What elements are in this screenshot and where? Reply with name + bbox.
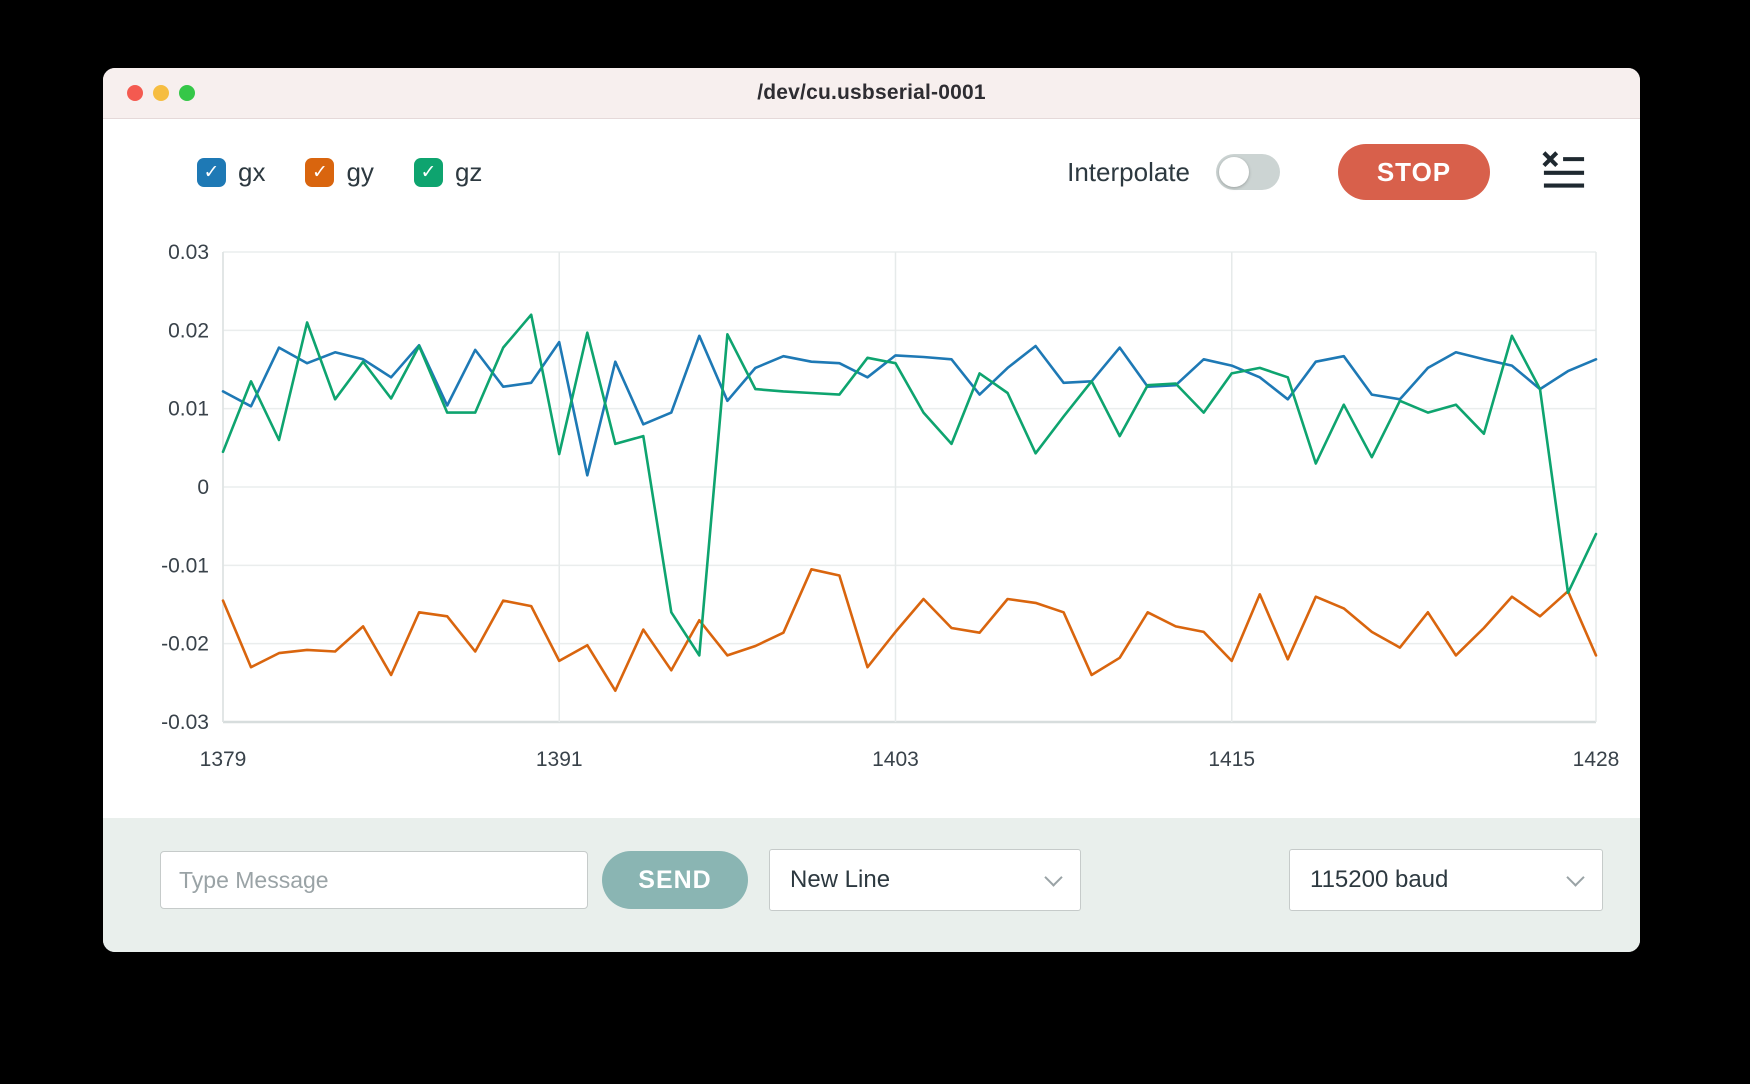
message-input[interactable]: [160, 851, 588, 909]
line-chart: 0.03 0.02 0.01 0 -0.01 -0.02 -0.03 1379 1391 1403…: [161, 241, 1620, 771]
line-ending-select[interactable]: New Line: [769, 849, 1081, 911]
interpolate-label: Interpolate: [1067, 156, 1190, 187]
line-ending-value: New Line: [790, 866, 891, 893]
clear-log-button[interactable]: [1540, 149, 1588, 195]
traffic-lights: [127, 68, 195, 118]
svg-text:0.02: 0.02: [168, 319, 209, 342]
legend-item-gz[interactable]: ✓ gz: [413, 156, 483, 188]
svg-text:1415: 1415: [1208, 748, 1255, 771]
serial-controls-bar: SEND New Line 115200 baud: [103, 818, 1640, 952]
baud-rate-value: 115200 baud: [1310, 866, 1449, 893]
serial-plotter-window: /dev/cu.usbserial-0001 ✓ gx ✓ gy ✓ gz In…: [103, 68, 1640, 952]
toggle-knob: [1219, 157, 1249, 187]
svg-text:0.01: 0.01: [168, 398, 209, 421]
svg-text:-0.03: -0.03: [161, 711, 209, 734]
gx-checkbox[interactable]: ✓: [197, 157, 226, 187]
clear-log-icon: [1541, 150, 1587, 195]
toolbar: ✓ gx ✓ gy ✓ gz Interpolate STOP: [197, 126, 1588, 218]
gy-checkbox[interactable]: ✓: [305, 157, 335, 187]
interpolate-toggle[interactable]: [1216, 154, 1280, 190]
svg-text:0.03: 0.03: [168, 241, 209, 264]
gx-label: gx: [238, 156, 266, 187]
stop-button[interactable]: STOP: [1338, 144, 1490, 200]
baud-rate-select[interactable]: 115200 baud: [1289, 849, 1603, 911]
send-button[interactable]: SEND: [602, 851, 748, 909]
chevron-down-icon: [1044, 867, 1063, 887]
svg-text:-0.02: -0.02: [161, 633, 209, 656]
svg-text:-0.01: -0.01: [161, 554, 209, 577]
series-legend: ✓ gx ✓ gy ✓ gz: [197, 157, 482, 188]
zoom-window-button[interactable]: [179, 85, 195, 101]
chart-area: 0.03 0.02 0.01 0 -0.01 -0.02 -0.03 1379 1391 1403…: [103, 218, 1640, 778]
gz-checkbox[interactable]: ✓: [413, 157, 443, 187]
toolbar-right: Interpolate STOP: [1067, 144, 1588, 200]
svg-text:1391: 1391: [536, 748, 583, 771]
svg-text:0: 0: [197, 476, 209, 499]
svg-text:1403: 1403: [872, 748, 919, 771]
chevron-down-icon: [1566, 867, 1585, 887]
window-title: /dev/cu.usbserial-0001: [757, 81, 986, 104]
legend-item-gx[interactable]: ✓ gx: [197, 157, 265, 188]
close-window-button[interactable]: [127, 85, 143, 101]
title-bar: /dev/cu.usbserial-0001: [103, 68, 1640, 119]
minimize-window-button[interactable]: [153, 85, 169, 101]
gy-label: gy: [346, 156, 374, 187]
legend-item-gy[interactable]: ✓ gy: [305, 156, 374, 188]
svg-text:1379: 1379: [200, 748, 247, 771]
gz-label: gz: [454, 156, 483, 187]
svg-text:1428: 1428: [1573, 748, 1620, 771]
